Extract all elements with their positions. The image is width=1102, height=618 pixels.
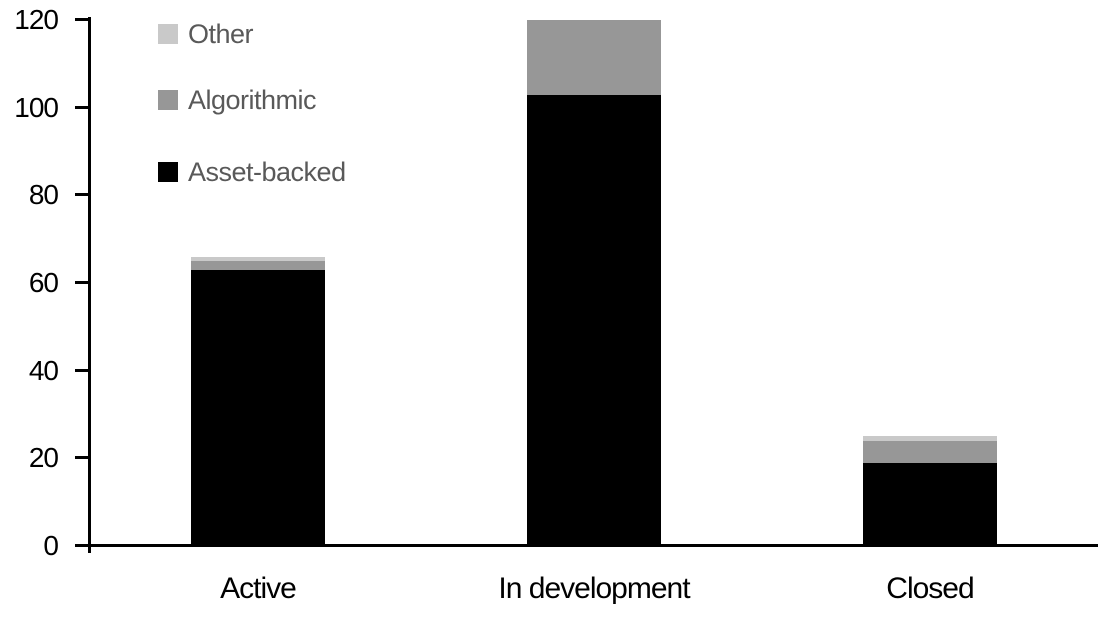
y-axis-tick (75, 193, 88, 197)
legend-label: Asset-backed (188, 157, 346, 187)
y-axis-tick-label: 40 (28, 354, 59, 386)
bar-segment-algorithmic (527, 20, 661, 95)
x-axis-category-label: In development (498, 572, 690, 605)
bar-segment-other (191, 256, 325, 262)
legend-swatch-icon (158, 90, 178, 110)
y-axis-tick-label: 0 (43, 530, 59, 561)
legend-label: Other (188, 19, 254, 49)
bar-segment-other (863, 436, 997, 441)
y-axis-tick-label: 120 (14, 4, 59, 35)
bar-segment-asset-backed (863, 462, 997, 546)
bar-segment-algorithmic (863, 440, 997, 463)
x-axis-category-label: Active (220, 572, 297, 605)
legend-swatch-icon (158, 162, 178, 182)
legend-label: Algorithmic (188, 85, 317, 115)
y-axis-tick (75, 18, 88, 21)
bar-segment-algorithmic (191, 261, 325, 270)
legend-swatch-icon (158, 24, 178, 44)
y-axis-tick (75, 105, 88, 109)
bar-segment-asset-backed (527, 94, 661, 546)
y-axis-line (88, 17, 91, 553)
y-axis-tick-label: 100 (14, 91, 59, 123)
x-axis-category-label: Closed (886, 572, 974, 605)
y-axis-tick-label: 20 (28, 442, 59, 474)
y-axis-tick (75, 456, 88, 460)
y-axis-tick-label: 80 (28, 179, 59, 211)
y-axis-tick (75, 368, 88, 372)
legend-item-asset-backed: Asset-backed (158, 158, 346, 186)
bar-segment-asset-backed (191, 269, 325, 546)
y-axis-tick (75, 281, 88, 284)
y-axis-tick-label: 60 (28, 267, 59, 298)
y-axis-tick (75, 544, 88, 547)
legend-item-algorithmic: Algorithmic (158, 85, 317, 115)
legend-item-other: Other (158, 19, 254, 49)
